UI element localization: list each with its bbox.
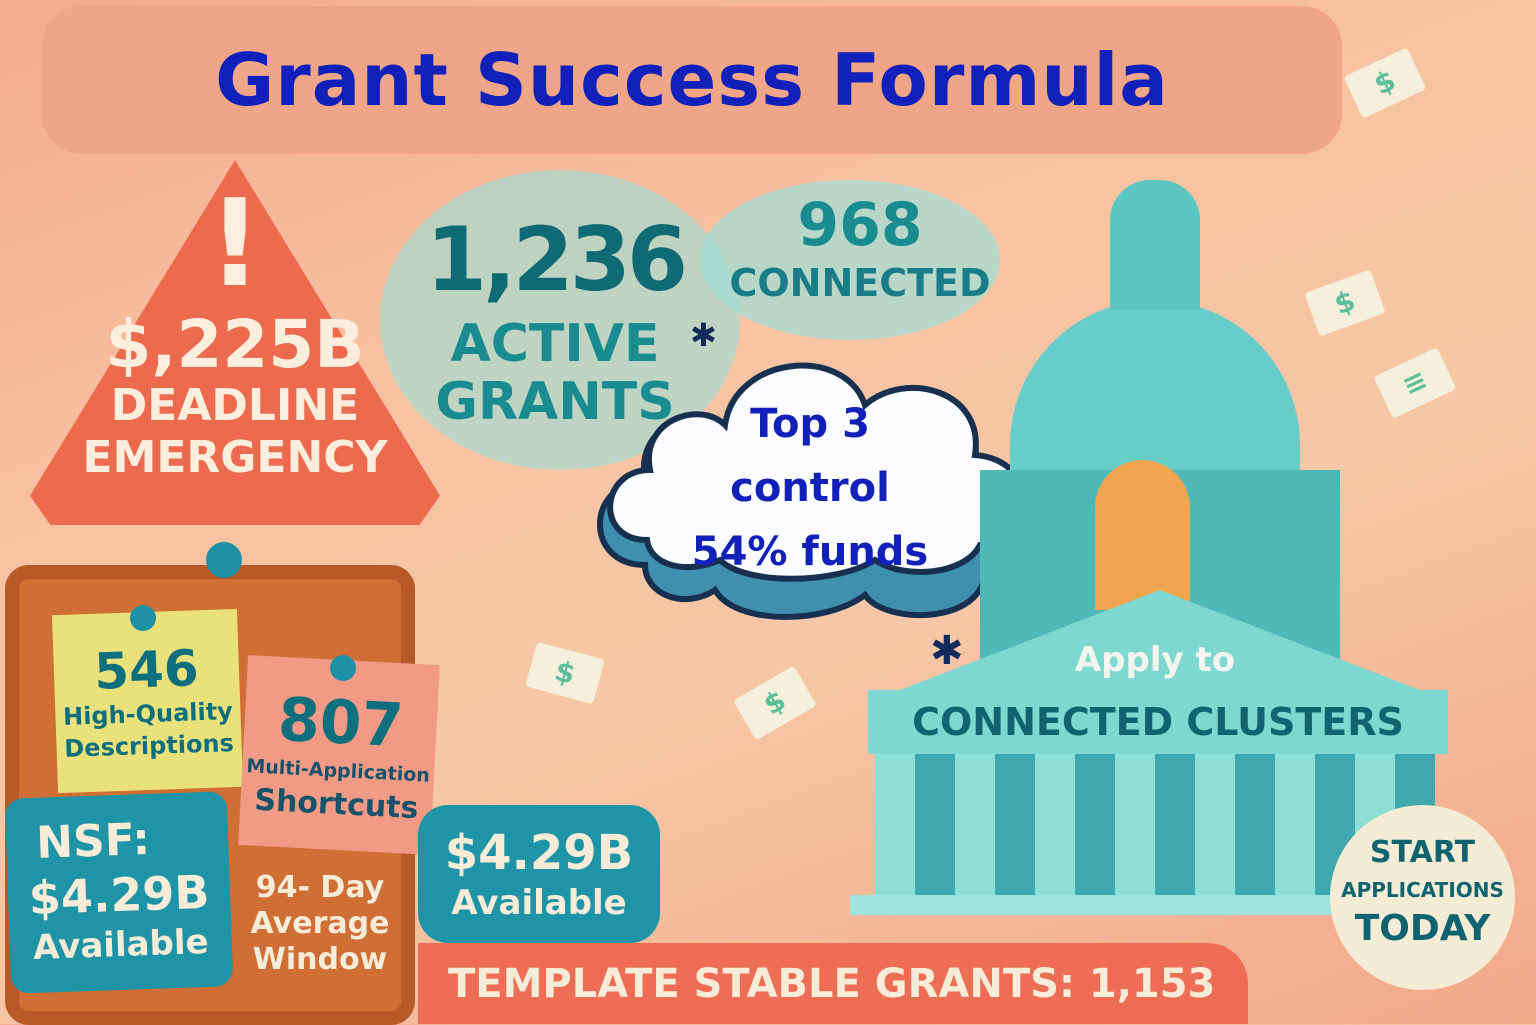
active-grants: 1,236 ACTIVE GRANTS xyxy=(420,205,690,431)
active-number: 1,236 xyxy=(425,208,688,311)
note-high-quality: 546 High-Quality Descriptions xyxy=(51,608,244,794)
quality-line2: Descriptions xyxy=(63,729,235,763)
start-applications-button[interactable]: START APPLICATIONS TODAY xyxy=(1330,805,1515,990)
nsf-label: NSF: xyxy=(35,813,151,869)
cloud-line3: 54% funds xyxy=(691,529,929,575)
warning-amount: $,225B xyxy=(105,306,365,383)
nsf-available: Available xyxy=(32,921,210,969)
note-shortcuts: 807 Multi-Application Shortcuts xyxy=(238,655,440,855)
title-banner: Grant Success Formula xyxy=(42,6,1342,154)
warning-line1: DEADLINE xyxy=(110,380,360,431)
warning-line2: EMERGENCY xyxy=(82,432,388,483)
template-stable-banner: TEMPLATE STABLE GRANTS: 1,153 xyxy=(418,943,1248,1024)
pushpin-icon xyxy=(330,655,356,681)
capitol-steps xyxy=(850,895,1450,915)
shortcuts-number: 807 xyxy=(276,684,406,762)
capitol-clusters-text: CONNECTED CLUSTERS xyxy=(912,700,1404,744)
active-line2: GRANTS xyxy=(435,372,675,432)
connected-label: CONNECTED xyxy=(729,261,991,305)
nsf-amount: $4.29B xyxy=(27,864,211,926)
available-amount: $4.29B xyxy=(444,825,634,881)
active-line1: ACTIVE xyxy=(450,314,660,374)
money-bill-icon: $ xyxy=(1343,47,1427,119)
money-bill-icon: $ xyxy=(525,641,605,705)
money-bill-icon: ≡ xyxy=(1373,347,1457,419)
connected-number: 968 xyxy=(797,190,923,260)
cta-line2: APPLICATIONS xyxy=(1341,878,1504,902)
capitol-banner: CONNECTED CLUSTERS xyxy=(868,690,1448,754)
money-bill-icon: $ xyxy=(733,665,817,741)
asterisk-icon: ✱ xyxy=(690,316,717,354)
pushpin-icon xyxy=(206,542,242,578)
money-bill-icon: $ xyxy=(1304,269,1386,337)
quality-number: 546 xyxy=(93,639,200,701)
background-cloud xyxy=(700,180,1000,340)
cloud-line2: control xyxy=(730,465,890,511)
window-line3: Window xyxy=(252,942,388,977)
speech-cloud xyxy=(597,362,1036,620)
warning-text: ! $,225B DEADLINE EMERGENCY xyxy=(60,180,410,484)
average-window: 94- Day Average Window xyxy=(245,870,395,978)
cloud-line1: Top 3 xyxy=(750,401,870,447)
cta-line3: TODAY xyxy=(1354,908,1491,949)
capitol-tower xyxy=(1110,180,1200,310)
available-card: $4.29B Available xyxy=(418,805,660,943)
exclamation-icon: ! xyxy=(207,175,263,314)
window-line1: 94- Day xyxy=(255,870,385,905)
window-line2: Average xyxy=(250,906,390,941)
pushpin-icon xyxy=(130,605,156,631)
cloud-text: Top 3 control 54% funds xyxy=(640,392,980,584)
connected-count: 968 CONNECTED xyxy=(720,190,1000,306)
template-stable-text: TEMPLATE STABLE GRANTS: 1,153 xyxy=(448,960,1216,1007)
page-title: Grant Success Formula xyxy=(215,38,1169,122)
cta-line1: START xyxy=(1369,835,1476,870)
capitol-apply-text: Apply to xyxy=(1074,640,1236,680)
asterisk-icon: ✱ xyxy=(930,628,964,674)
golden-cupola xyxy=(1095,460,1190,610)
nsf-card: NSF: $4.29B Available xyxy=(4,791,234,994)
available-label: Available xyxy=(451,883,627,923)
